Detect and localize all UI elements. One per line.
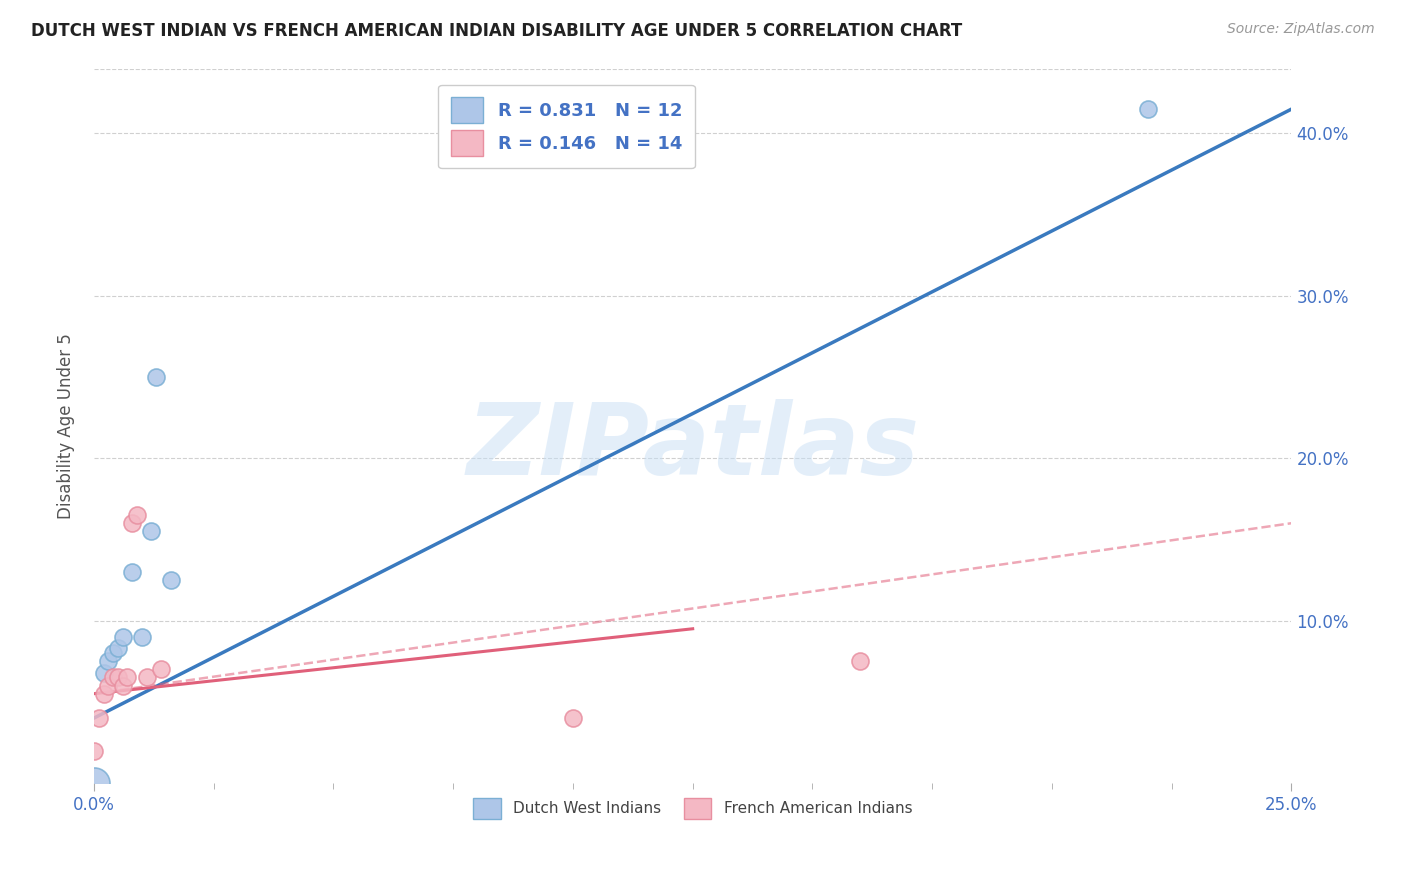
Point	[93, 687, 115, 701]
Text: Source: ZipAtlas.com: Source: ZipAtlas.com	[1227, 22, 1375, 37]
Legend: Dutch West Indians, French American Indians: Dutch West Indians, French American Indi…	[467, 791, 918, 825]
Point	[849, 654, 872, 668]
Y-axis label: Disability Age Under 5: Disability Age Under 5	[58, 333, 75, 519]
Point	[111, 679, 134, 693]
Point	[111, 630, 134, 644]
Point	[150, 662, 173, 676]
Point	[93, 665, 115, 680]
Point	[1136, 102, 1159, 116]
Point	[97, 679, 120, 693]
Point	[101, 646, 124, 660]
Point	[101, 671, 124, 685]
Point	[125, 508, 148, 522]
Point	[107, 671, 129, 685]
Point	[83, 743, 105, 757]
Point	[83, 776, 105, 790]
Point	[141, 524, 163, 539]
Text: ZIPatlas: ZIPatlas	[467, 399, 920, 496]
Point	[97, 654, 120, 668]
Point	[159, 573, 181, 587]
Text: DUTCH WEST INDIAN VS FRENCH AMERICAN INDIAN DISABILITY AGE UNDER 5 CORRELATION C: DUTCH WEST INDIAN VS FRENCH AMERICAN IND…	[31, 22, 962, 40]
Point	[107, 641, 129, 656]
Point	[135, 671, 157, 685]
Point	[561, 711, 583, 725]
Point	[117, 671, 139, 685]
Point	[131, 630, 153, 644]
Point	[121, 565, 143, 579]
Point	[87, 711, 110, 725]
Point	[121, 516, 143, 531]
Point	[145, 370, 167, 384]
